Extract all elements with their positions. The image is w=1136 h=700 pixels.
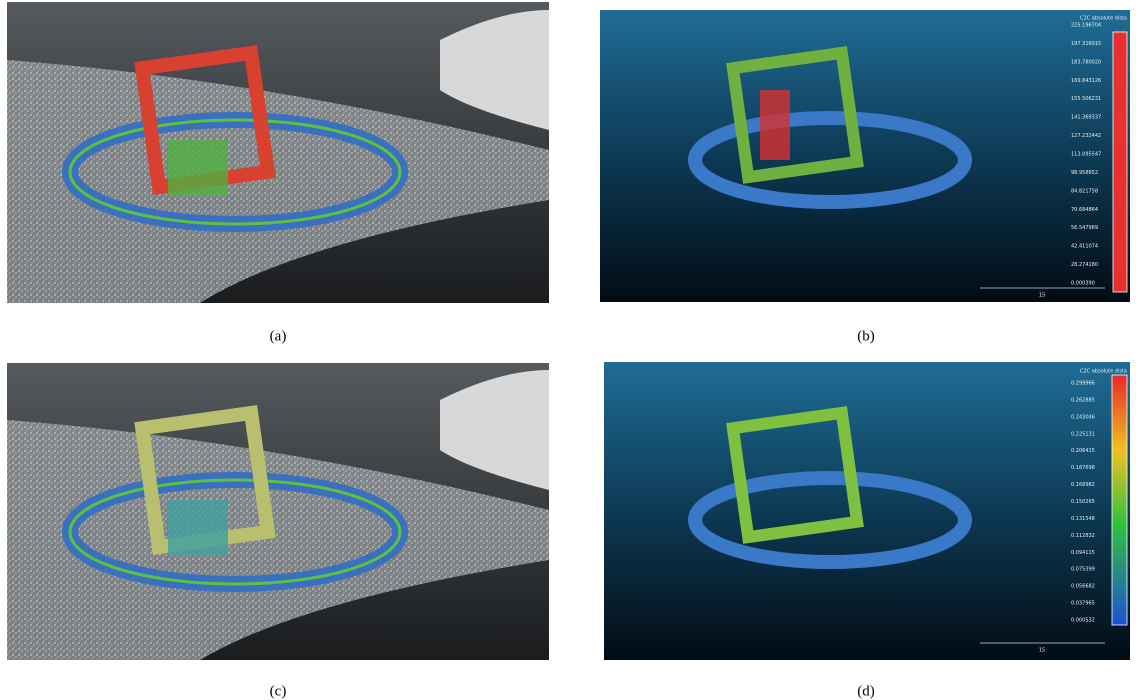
colorbar-label: 141.369337 bbox=[1071, 115, 1101, 121]
colorbar-label: 0.131548 bbox=[1071, 516, 1095, 522]
colorbar-label: 0.243046 bbox=[1071, 414, 1095, 420]
colorbar-label: 56.547969 bbox=[1071, 225, 1098, 231]
colorbar-label: 0.056682 bbox=[1071, 584, 1095, 590]
caption: (c) bbox=[270, 683, 287, 699]
colorbar-label: 197.316015 bbox=[1071, 41, 1101, 47]
colorbar-label: 225.196704 bbox=[1071, 23, 1101, 29]
colorbar-title: C2C absolute dista bbox=[1080, 16, 1127, 22]
panel-b bbox=[600, 10, 1130, 302]
panel-c bbox=[7, 363, 549, 660]
colorbar-label: 0.225131 bbox=[1071, 431, 1095, 437]
figure: (a) (b) (c) (d) C2C absolute dista225.19… bbox=[0, 0, 1136, 700]
colorbar-title: C2C absolute dista bbox=[1080, 369, 1127, 375]
colorbar-label: 70.684864 bbox=[1071, 207, 1098, 213]
colorbar-label: 28.274180 bbox=[1071, 262, 1098, 268]
colorbar-label: 127.232442 bbox=[1071, 133, 1101, 139]
scale-label: 15 bbox=[1039, 293, 1045, 299]
colorbar-label: 0.000532 bbox=[1071, 618, 1095, 624]
colorbar-label: 0.262885 bbox=[1071, 397, 1095, 403]
colorbar-label: 0.112832 bbox=[1071, 533, 1095, 539]
scale-label: 15 bbox=[1039, 648, 1045, 654]
colorbar-label: 0.187698 bbox=[1071, 465, 1095, 471]
colorbar-label: 0.299966 bbox=[1071, 381, 1095, 387]
colorbar-label: 0.037965 bbox=[1071, 601, 1095, 607]
colorbar-label: 155.506231 bbox=[1071, 96, 1101, 102]
caption: (a) bbox=[270, 328, 287, 344]
colorbar-label: 169.843126 bbox=[1071, 78, 1101, 84]
colorbar-label: 0.075399 bbox=[1071, 567, 1095, 573]
colorbar-label: 0.094115 bbox=[1071, 550, 1095, 556]
colorbar-label: 98.958652 bbox=[1071, 170, 1098, 176]
panel-a bbox=[7, 2, 549, 303]
colorbar-label: 0.000390 bbox=[1071, 281, 1095, 287]
caption: (d) bbox=[857, 683, 875, 699]
colorbar-label: 0.206415 bbox=[1071, 448, 1095, 454]
colorbar-label: 0.168982 bbox=[1071, 482, 1095, 488]
colorbar-label: 113.095547 bbox=[1071, 152, 1101, 158]
colorbar-label: 42.411074 bbox=[1071, 244, 1098, 250]
caption: (b) bbox=[857, 328, 875, 344]
colorbar-label: 183.780020 bbox=[1071, 59, 1101, 65]
colorbar-label: 0.150265 bbox=[1071, 499, 1095, 505]
panel-d bbox=[604, 362, 1130, 660]
colorbar-label: 84.821758 bbox=[1071, 188, 1098, 194]
